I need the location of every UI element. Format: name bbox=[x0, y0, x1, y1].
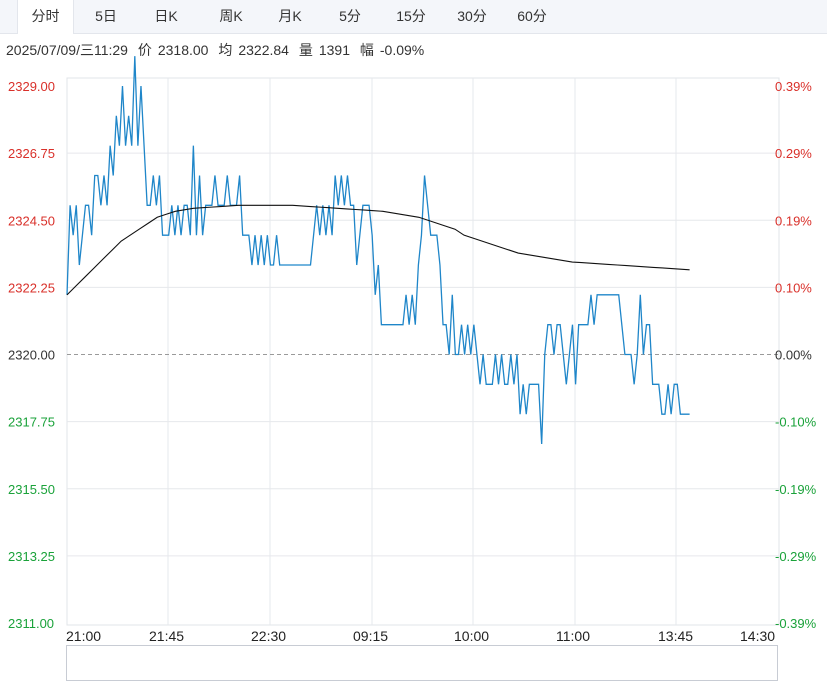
y-pct-label: -0.29% bbox=[775, 549, 817, 564]
y-tick-label: 2320.00 bbox=[8, 348, 55, 363]
y-pct-label: 0.00% bbox=[775, 348, 812, 363]
x-tick-label: 10:00 bbox=[454, 628, 489, 644]
tab-8[interactable]: 60分 bbox=[517, 8, 547, 24]
tab-0[interactable]: 分时 bbox=[17, 0, 74, 34]
y-tick-label: 2326.75 bbox=[8, 146, 55, 161]
period-tabs: 分时 5日 日K 周K 月K 5分 15分 30分 60分 bbox=[0, 0, 827, 34]
x-tick-label: 21:45 bbox=[149, 628, 184, 644]
y-pct-label: 0.29% bbox=[775, 146, 812, 161]
x-tick-label: 21:00 bbox=[66, 628, 101, 644]
y-pct-label: 0.39% bbox=[775, 79, 812, 94]
x-tick-label: 11:00 bbox=[556, 628, 590, 644]
volume-value: 1391 bbox=[318, 42, 350, 58]
tab-6[interactable]: 15分 bbox=[396, 8, 426, 24]
tab-2[interactable]: 日K bbox=[154, 8, 178, 24]
x-tick-label: 22:30 bbox=[251, 628, 286, 644]
tab-7[interactable]: 30分 bbox=[457, 8, 487, 24]
tab-4[interactable]: 月K bbox=[278, 8, 302, 24]
change-value: -0.09% bbox=[379, 42, 425, 58]
y-tick-label: 2329.00 bbox=[8, 79, 55, 94]
y-tick-label: 2311.00 bbox=[8, 616, 54, 631]
tab-5[interactable]: 5分 bbox=[339, 8, 361, 24]
y-tick-label: 2315.50 bbox=[8, 482, 55, 497]
change-label: 幅 bbox=[359, 42, 374, 58]
price-value: 2318.00 bbox=[157, 42, 209, 58]
price-line bbox=[66, 56, 690, 445]
y-tick-label: 2324.50 bbox=[8, 213, 55, 228]
y-pct-label: 0.10% bbox=[775, 280, 812, 295]
y-pct-label: 0.19% bbox=[775, 213, 812, 228]
plot-frame bbox=[66, 77, 780, 626]
y-pct-label: -0.19% bbox=[775, 482, 817, 497]
tab-3[interactable]: 周K bbox=[219, 8, 243, 24]
y-pct-label: -0.39% bbox=[775, 616, 817, 631]
tab-1[interactable]: 5日 bbox=[95, 8, 117, 24]
x-tick-label: 13:45 bbox=[658, 628, 693, 644]
x-tick-label: 14:30 bbox=[740, 628, 775, 644]
y-pct-label: -0.10% bbox=[775, 415, 817, 430]
y-tick-label: 2313.25 bbox=[8, 549, 55, 564]
average-price-line bbox=[66, 204, 690, 296]
quote-info-bar: 2025/07/09/三11:29 价 2318.00 均 2322.84 量 139… bbox=[6, 40, 430, 60]
avg-value: 2322.84 bbox=[238, 42, 289, 58]
price-label: 价 bbox=[137, 42, 152, 58]
y-tick-label: 2322.25 bbox=[8, 280, 55, 295]
avg-label: 均 bbox=[218, 42, 233, 58]
y-tick-label: 2317.75 bbox=[8, 415, 55, 430]
quote-datetime: 2025/07/09/三11:29 bbox=[6, 42, 128, 58]
x-tick-label: 09:15 bbox=[353, 628, 388, 644]
time-range-navigator[interactable] bbox=[66, 645, 778, 681]
volume-label: 量 bbox=[298, 42, 313, 58]
